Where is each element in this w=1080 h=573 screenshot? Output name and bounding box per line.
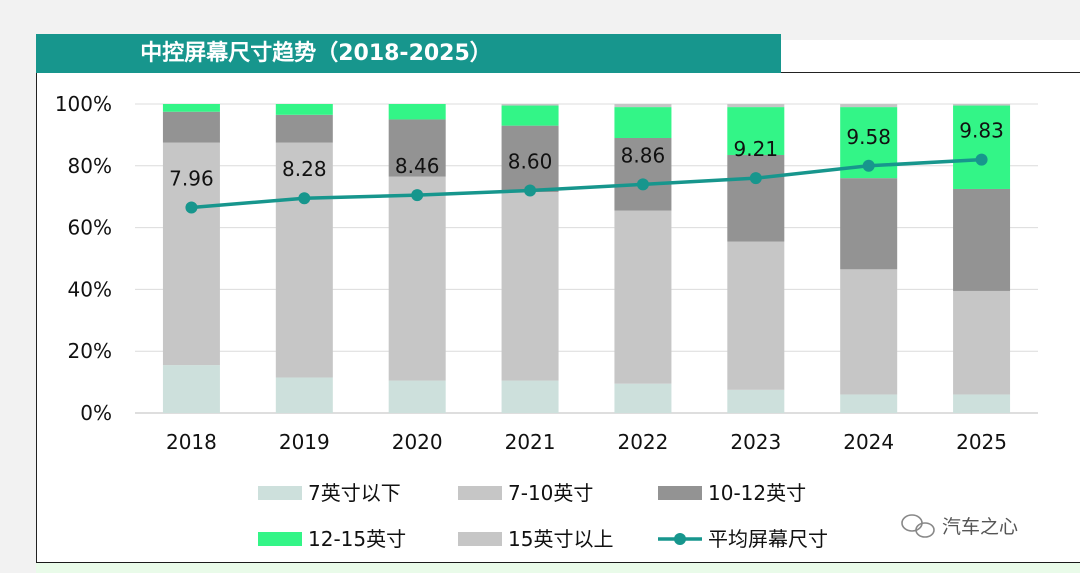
bar-segment <box>614 383 672 413</box>
y-tick-label: 20% <box>68 339 112 363</box>
line-point <box>411 189 424 202</box>
average-size-line <box>191 157 982 210</box>
bar-segment <box>840 269 898 395</box>
bar-segment <box>614 104 672 108</box>
bar-segment <box>501 104 559 106</box>
line-data-label: 9.21 <box>734 137 779 161</box>
bar-segment <box>501 192 559 381</box>
bar-segment <box>840 104 898 108</box>
bar-segment <box>727 389 785 413</box>
y-tick-label: 0% <box>80 401 112 425</box>
x-tick-label: 2023 <box>730 430 781 454</box>
bar-segment <box>388 176 446 381</box>
y-tick-label: 100% <box>55 92 112 116</box>
x-tick-label: 2020 <box>392 430 443 454</box>
legend-line-marker <box>674 533 686 545</box>
line-point <box>636 178 649 191</box>
bar-segment <box>162 365 220 413</box>
bar-segment <box>275 104 333 115</box>
line-data-label: 9.58 <box>846 125 891 149</box>
bar-segment <box>501 105 559 126</box>
bar-segment <box>388 104 446 120</box>
line-data-label: 8.28 <box>282 157 327 181</box>
bar-segment <box>953 104 1011 106</box>
x-tick-label: 2025 <box>956 430 1007 454</box>
wechat-icon <box>901 514 923 532</box>
bar-segment <box>953 394 1011 413</box>
bar-segment <box>953 105 1011 189</box>
bar-segment <box>275 142 333 378</box>
watermark: 汽车之心 <box>942 516 1018 538</box>
bar-segment <box>614 107 672 138</box>
bar-segment <box>614 137 672 211</box>
legend-label: 12-15英寸 <box>308 527 406 551</box>
y-tick-label: 60% <box>68 216 112 240</box>
line-point <box>749 172 762 185</box>
line-point <box>862 159 875 172</box>
bar-segment <box>953 290 1011 395</box>
bar-segment <box>727 104 785 108</box>
bar-segment <box>501 380 559 413</box>
line-point <box>524 184 537 197</box>
legend-label: 7英寸以下 <box>308 481 401 505</box>
bar-segment <box>275 114 333 143</box>
x-tick-label: 2021 <box>505 430 556 454</box>
bottom-band <box>36 562 1080 573</box>
bar-segment <box>388 119 446 177</box>
legend-label: 7-10英寸 <box>508 481 593 505</box>
legend-label: 10-12英寸 <box>708 481 806 505</box>
line-data-label: 9.83 <box>959 119 1004 143</box>
line-data-label: 8.86 <box>621 143 666 167</box>
bar-segment <box>501 125 559 193</box>
legend-swatch <box>258 486 302 500</box>
bar-segment <box>727 154 785 242</box>
bar-segment <box>614 210 672 384</box>
bar-segment <box>727 241 785 390</box>
bar-segment <box>275 377 333 413</box>
x-tick-label: 2018 <box>166 430 217 454</box>
line-point <box>298 192 311 205</box>
legend-swatch <box>458 486 502 500</box>
legend-label: 15英寸以上 <box>508 527 613 551</box>
line-point <box>975 153 988 166</box>
left-background <box>0 0 36 573</box>
legend-swatch <box>458 532 502 546</box>
x-tick-label: 2024 <box>843 430 894 454</box>
bar-segment <box>727 107 785 155</box>
line-point <box>185 201 198 214</box>
title-band <box>36 34 781 73</box>
bar-segment <box>162 142 220 366</box>
legend-label: 平均屏幕尺寸 <box>708 527 828 551</box>
bar-segment <box>162 111 220 143</box>
chart-title: 中控屏幕尺寸趋势（2018-2025） <box>140 41 492 66</box>
wechat-icon <box>915 522 935 538</box>
bar-segment <box>953 188 1011 291</box>
x-tick-label: 2022 <box>617 430 668 454</box>
line-data-label: 7.96 <box>169 167 214 191</box>
line-data-label: 8.46 <box>395 154 440 178</box>
legend-swatch <box>658 486 702 500</box>
x-tick-label: 2019 <box>279 430 330 454</box>
legend-swatch <box>258 532 302 546</box>
y-tick-label: 80% <box>68 154 112 178</box>
bar-segment <box>840 178 898 270</box>
bar-segment <box>162 104 220 112</box>
y-tick-label: 40% <box>68 277 112 301</box>
bar-segment <box>388 380 446 413</box>
top-background <box>0 0 1080 40</box>
bar-segment <box>840 394 898 413</box>
line-data-label: 8.60 <box>508 150 553 174</box>
